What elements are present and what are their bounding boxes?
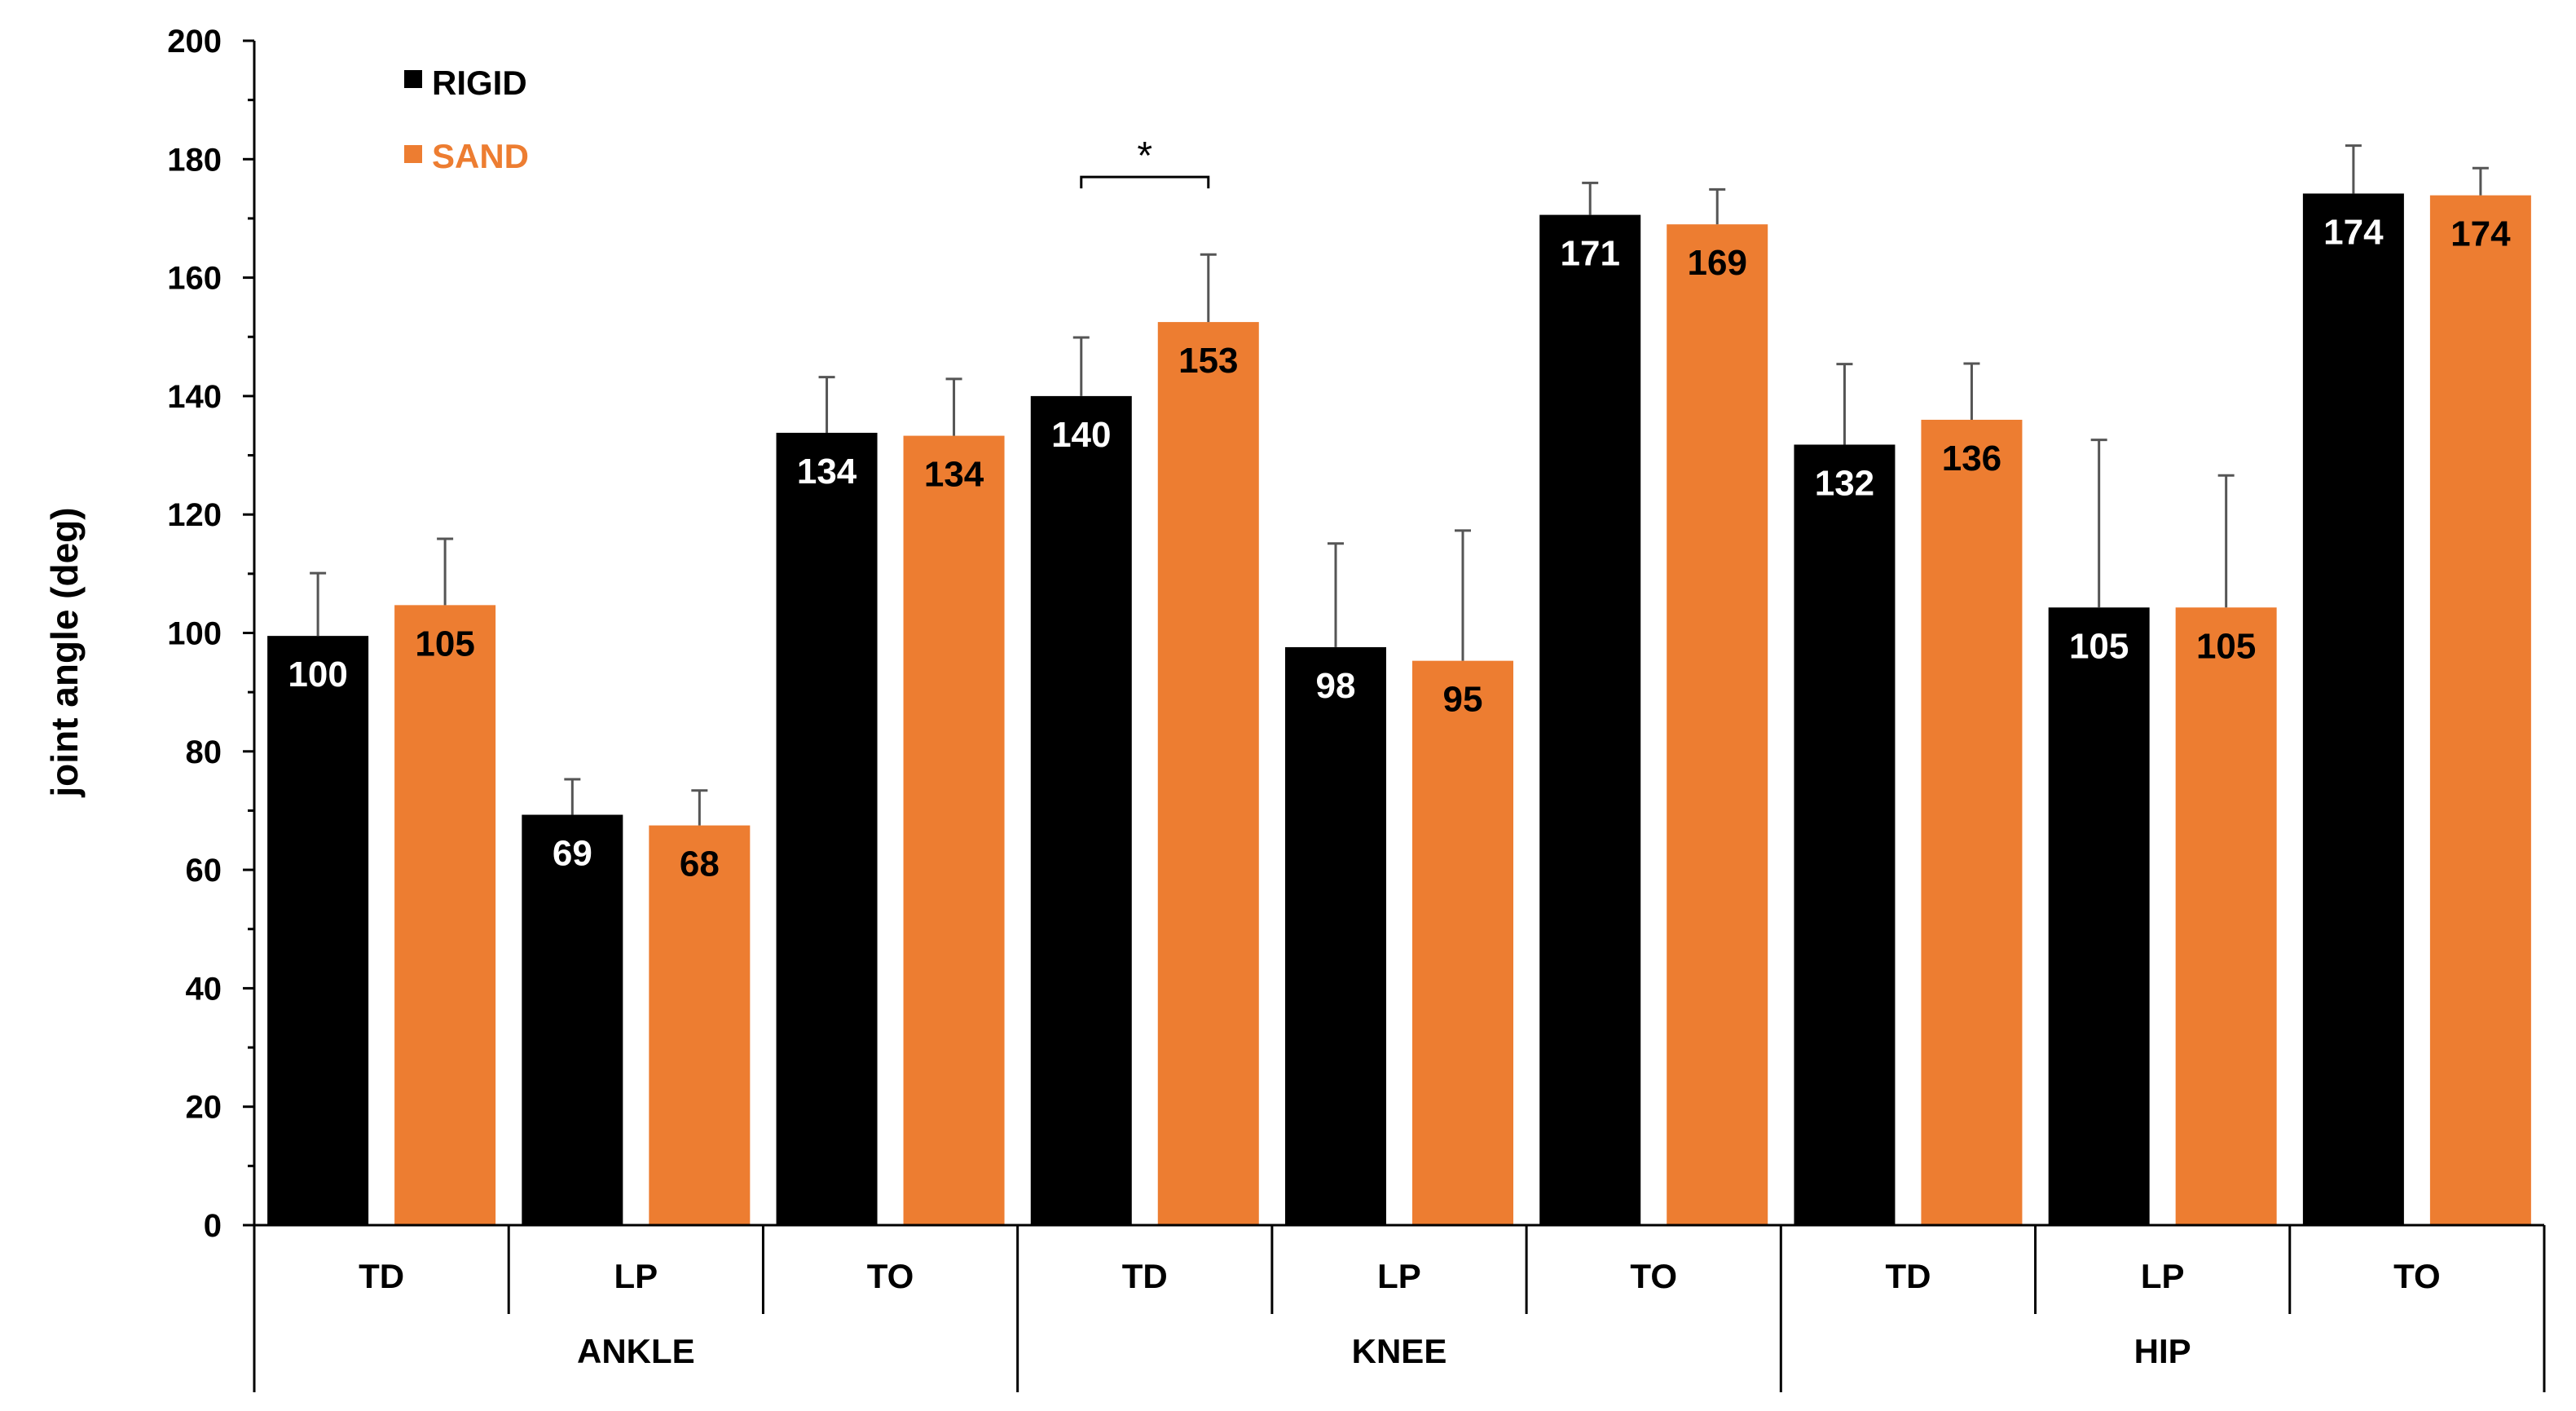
category-label: TO xyxy=(867,1257,914,1295)
bar-rigid xyxy=(522,814,623,1225)
category-label: LP xyxy=(2141,1257,2185,1295)
category-label: LP xyxy=(614,1257,658,1295)
data-label: 98 xyxy=(1316,666,1356,706)
bar-sand xyxy=(1921,419,2023,1225)
bar-rigid xyxy=(267,636,369,1225)
legend-swatch-rigid xyxy=(404,70,422,88)
data-label: 140 xyxy=(1051,415,1111,455)
bar-sand xyxy=(903,435,1005,1225)
bar-rigid xyxy=(776,432,878,1225)
group-label-ankle: ANKLE xyxy=(577,1332,695,1370)
y-tick-label: 140 xyxy=(167,379,222,415)
significance-marker: * xyxy=(1137,134,1152,178)
bar-sand xyxy=(1412,660,1513,1225)
group-label-knee: KNEE xyxy=(1352,1332,1447,1370)
bar-rigid xyxy=(1030,395,1132,1225)
bar-sand xyxy=(2175,607,2277,1225)
data-label: 132 xyxy=(1815,463,1874,503)
data-label: 68 xyxy=(680,844,720,884)
y-tick-label: 40 xyxy=(186,971,222,1007)
data-label: 174 xyxy=(2451,214,2511,254)
bar-rigid xyxy=(1794,444,1896,1225)
data-label: 100 xyxy=(288,655,347,694)
group-label-hip: HIP xyxy=(2134,1332,2191,1370)
data-label: 105 xyxy=(415,624,474,664)
legend-label-rigid: RIGID xyxy=(432,64,527,102)
significance-bracket xyxy=(1080,175,1210,189)
category-label: TO xyxy=(2393,1257,2441,1295)
legend-swatch-sand xyxy=(404,145,422,163)
y-axis: 0 20 40 60 80 100 120 140 160 180 200 xyxy=(167,24,256,1244)
data-label: 169 xyxy=(1688,243,1747,283)
y-tick-label: 0 xyxy=(204,1208,222,1244)
legend-label-sand: SAND xyxy=(432,137,529,175)
data-label: 69 xyxy=(553,834,592,874)
bar-rigid xyxy=(2048,607,2150,1225)
y-tick-label: 80 xyxy=(186,734,222,770)
y-tick-label: 200 xyxy=(167,24,222,60)
data-label: 134 xyxy=(924,455,984,495)
y-tick-label: 20 xyxy=(186,1090,222,1126)
legend: RIGID SAND xyxy=(404,64,529,175)
bar-sand xyxy=(2429,195,2531,1226)
category-label: TD xyxy=(1122,1257,1168,1295)
category-label: TD xyxy=(359,1257,404,1295)
data-label: 105 xyxy=(2196,626,2256,666)
bar-sand xyxy=(1667,224,1768,1226)
bar-rigid xyxy=(2302,193,2404,1225)
y-tick-label: 60 xyxy=(186,853,222,888)
y-tick-label: 160 xyxy=(167,261,222,297)
data-label: 174 xyxy=(2323,212,2384,252)
bar-sand xyxy=(1157,322,1259,1225)
y-tick-label: 100 xyxy=(167,616,222,652)
bar-rigid xyxy=(1539,214,1641,1225)
y-axis-title: joint angle (deg) xyxy=(43,507,86,797)
category-label: LP xyxy=(1377,1257,1421,1295)
data-label: 134 xyxy=(797,452,857,492)
data-label: 136 xyxy=(1942,439,2001,478)
bar-sand xyxy=(649,825,751,1225)
bars: 100 69 134 140 98 171 132 105 174 105 68 134 153 95 16… xyxy=(267,144,2531,1226)
category-label: TO xyxy=(1630,1257,1677,1295)
data-label: 95 xyxy=(1443,680,1483,720)
x-axis: TD LP TO TD LP TO TD LP TO ANKLE KNEE HIP xyxy=(253,1224,2546,1392)
y-tick-label: 120 xyxy=(167,497,222,533)
y-tick-label: 180 xyxy=(167,142,222,178)
bar-rigid xyxy=(1285,646,1386,1225)
data-label: 171 xyxy=(1561,234,1620,274)
bar-sand xyxy=(394,605,496,1225)
data-label: 105 xyxy=(2069,626,2129,666)
annotations: * xyxy=(1080,134,1210,189)
data-label: 153 xyxy=(1178,341,1238,381)
category-label: TD xyxy=(1885,1257,1931,1295)
